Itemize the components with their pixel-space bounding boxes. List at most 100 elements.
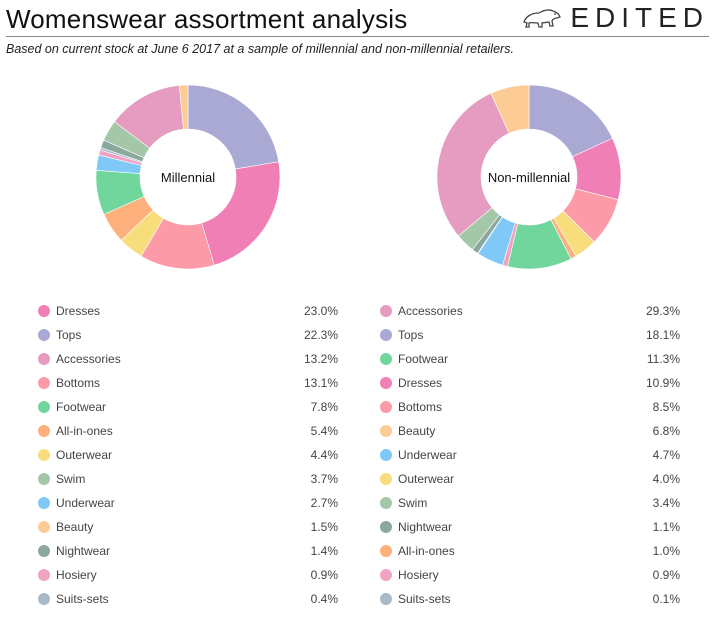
legend-label: Beauty [398,424,436,438]
millennial-legend: Dresses 23.0% Tops 22.3% Accessories 13.2% Bot… [38,300,338,612]
legend-swatch [38,329,50,341]
legend-label: Underwear [398,448,457,462]
legend-label: Dresses [56,304,101,318]
legend-value: 1.5% [310,520,338,534]
legend-item-all-in-ones: All-in-ones 5.4% [38,420,338,444]
legend-swatch [38,449,50,461]
legend-value: 13.2% [303,352,338,366]
legend-swatch [380,521,392,533]
legend-swatch [38,353,50,365]
legend-label: Outerwear [56,448,113,462]
legend-item-footwear: Footwear 11.3% [380,348,680,372]
legend-label: Nightwear [56,544,111,558]
legend-label: Footwear [56,400,107,414]
legend-label: Hosiery [398,568,439,582]
legend-label: Nightwear [398,520,453,534]
brand-name: EDITED [570,2,709,33]
legend-label: Suits-sets [398,592,451,606]
legend-swatch [380,497,392,509]
slice-accessories [436,92,510,237]
legend-value: 6.8% [652,424,680,438]
slice-tops [187,84,280,170]
non-millennial-donut-chart: Non-millennial [436,84,622,270]
legend-swatch [380,593,392,605]
legend-swatch [38,569,50,581]
legend-value: 0.4% [310,592,338,606]
donut-center-label: Millennial [161,170,215,185]
page-subtitle: Based on current stock at June 6 2017 at… [6,42,514,56]
legend-item-suits-sets: Suits-sets 0.1% [380,588,680,612]
legend-item-dresses: Dresses 10.9% [380,372,680,396]
legend-value: 0.9% [310,568,338,582]
legend-value: 1.0% [652,544,680,558]
legend-item-hosiery: Hosiery 0.9% [38,564,338,588]
millennial-donut-chart: Millennial [95,84,281,270]
page-title: Womenswear assortment analysis [6,4,408,34]
legend-item-tops: Tops 18.1% [380,324,680,348]
legend-value: 11.3% [646,352,680,366]
legend-swatch [38,593,50,605]
legend-item-beauty: Beauty 6.8% [380,420,680,444]
legend-swatch [38,305,50,317]
non-millennial-legend: Accessories 29.3% Tops 18.1% Footwear 11.3% Dr… [380,300,680,612]
legend-label: Beauty [56,520,94,534]
legend-label: Bottoms [398,400,443,414]
legend-swatch [380,449,392,461]
legend-item-bottoms: Bottoms 8.5% [380,396,680,420]
legend-item-dresses: Dresses 23.0% [38,300,338,324]
legend-label: Accessories [398,304,463,318]
legend-item-bottoms: Bottoms 13.1% [38,372,338,396]
legend-value: 0.1% [652,592,680,606]
legend-item-footwear: Footwear 7.8% [38,396,338,420]
legend-label: Swim [56,472,86,486]
legend-value: 1.1% [652,520,680,534]
legend-swatch [38,425,50,437]
legend-swatch [38,545,50,557]
donut-svg: Non-millennial [436,84,622,270]
legend-label: All-in-ones [56,424,113,438]
legend-swatch [38,401,50,413]
slice-beauty [178,84,189,130]
legend-swatch [380,473,392,485]
legend-label: Tops [56,328,82,342]
legend-value: 29.3% [645,304,680,318]
legend-swatch [380,329,392,341]
donut-svg: Millennial [95,84,281,270]
legend-value: 22.3% [303,328,338,342]
polar-bear-icon [523,9,562,28]
legend-item-nightwear: Nightwear 1.1% [380,516,680,540]
legend-item-accessories: Accessories 13.2% [38,348,338,372]
legend-value: 3.4% [652,496,680,510]
legend-item-swim: Swim 3.7% [38,468,338,492]
legend-item-swim: Swim 3.4% [380,492,680,516]
donut-center-label: Non-millennial [488,170,570,185]
legend-label: Bottoms [56,376,101,390]
legend-value: 13.1% [303,376,338,390]
legend-label: All-in-ones [398,544,455,558]
legend-item-nightwear: Nightwear 1.4% [38,540,338,564]
legend-value: 4.4% [310,448,338,462]
legend-item-underwear: Underwear 2.7% [38,492,338,516]
legend-item-underwear: Underwear 4.7% [380,444,680,468]
brand-logo: EDITED [522,2,709,34]
legend-item-hosiery: Hosiery 0.9% [380,564,680,588]
legend-label: Outerwear [398,472,455,486]
title-divider [6,36,709,37]
legend-value: 7.8% [310,400,338,414]
legend-label: Hosiery [56,568,97,582]
legend-label: Dresses [398,376,443,390]
legend-swatch [380,353,392,365]
legend-swatch [380,401,392,413]
slice-beauty [490,84,530,134]
legend-value: 4.0% [652,472,680,486]
legend-swatch [380,569,392,581]
legend-value: 18.1% [645,328,680,342]
legend-swatch [380,545,392,557]
legend-item-all-in-ones: All-in-ones 1.0% [380,540,680,564]
legend-item-suits-sets: Suits-sets 0.4% [38,588,338,612]
legend-swatch [38,377,50,389]
legend-value: 0.9% [652,568,680,582]
legend-label: Accessories [56,352,121,366]
legend-swatch [380,377,392,389]
legend-label: Underwear [56,496,115,510]
